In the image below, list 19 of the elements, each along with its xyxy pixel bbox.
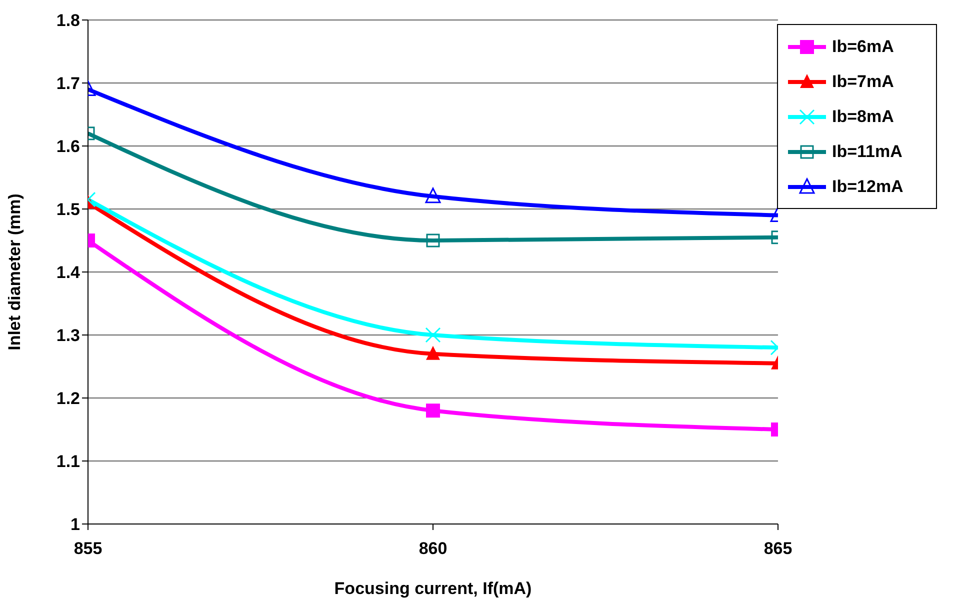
y-tick-label: 1.8 (56, 11, 80, 30)
x-tick-label: 860 (418, 539, 448, 558)
y-tick-label: 1 (70, 515, 80, 534)
y-tick-label: 1.7 (56, 74, 80, 94)
legend-label: Ib=6mA (832, 36, 894, 56)
y-axis-title: Inlet diameter (mm) (5, 194, 24, 350)
legend-label: Ib=7mA (832, 72, 894, 92)
y-tick-label: 1.2 (56, 389, 80, 408)
legend-label: Ib=8mA (832, 106, 894, 126)
x-tick-label: 865 (764, 539, 792, 558)
y-tick-label: 1.6 (56, 137, 80, 156)
y-tick-label: 1.1 (56, 452, 80, 472)
y-tick-label: 1.5 (56, 200, 80, 220)
legend-label: Ib=11mA (832, 142, 902, 162)
y-tick-label: 1.3 (56, 326, 80, 346)
x-axis-title: Focusing current, If(mA) (334, 579, 532, 598)
x-tick-label: 855 (74, 539, 102, 558)
legend-label: Ib=12mA (832, 176, 904, 196)
y-tick-label: 1.4 (56, 263, 81, 282)
